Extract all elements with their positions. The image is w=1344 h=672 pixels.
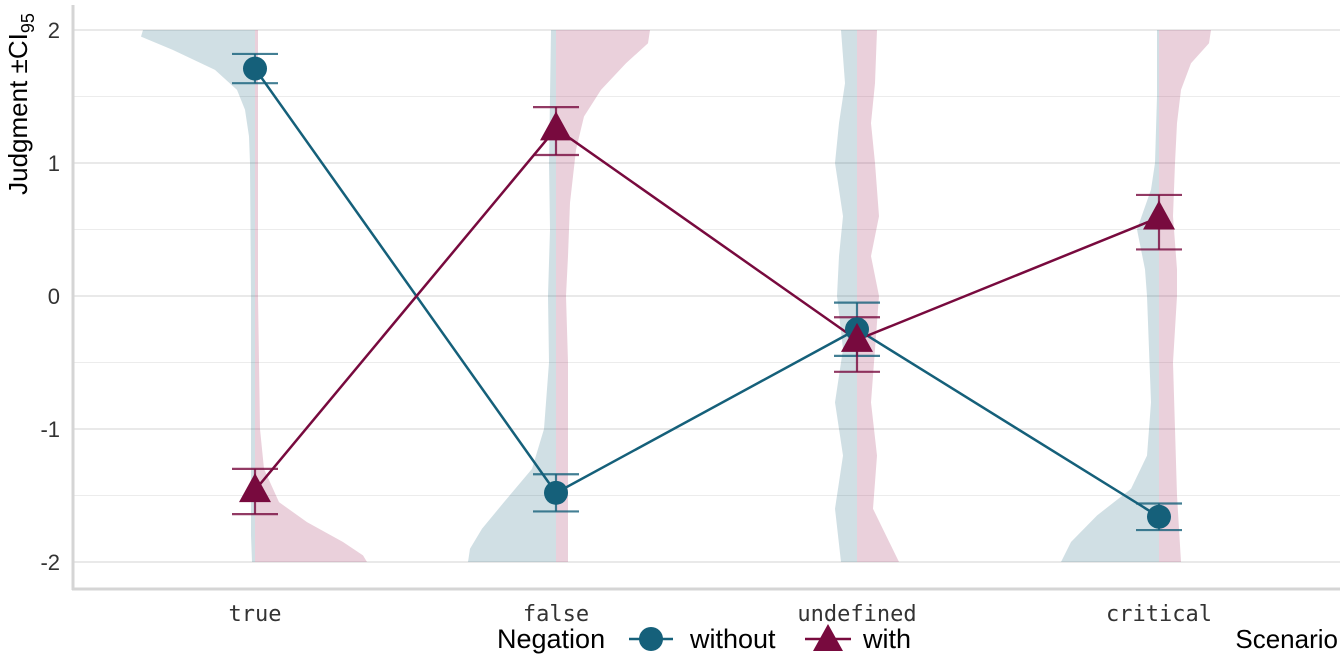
- series-lines: [253, 67, 1160, 518]
- y-tick-label: -1: [40, 417, 60, 442]
- y-tick-label: 0: [48, 284, 60, 309]
- violin-false-with: [556, 30, 650, 562]
- violin-true-with: [255, 30, 367, 562]
- legend-label-with: with: [862, 624, 911, 654]
- x-tick-label: false: [523, 602, 589, 627]
- data-points: [239, 56, 1175, 529]
- point-with: [841, 322, 873, 352]
- legend-label-without: without: [689, 624, 776, 654]
- violin-undefined-with: [857, 30, 899, 562]
- error-bars: [232, 52, 1182, 532]
- point-without: [243, 56, 267, 81]
- x-tick-labels: true false undefined critical: [229, 602, 1212, 627]
- gridlines: [74, 29, 1340, 563]
- violin-critical-with: [1159, 30, 1211, 562]
- violin-undefined-without: [835, 30, 857, 562]
- point-with: [540, 111, 572, 141]
- y-tick-label: 1: [48, 151, 60, 176]
- y-axis-title: Judgment ±CI95: [3, 13, 38, 195]
- series-line-without: [253, 67, 1160, 518]
- point-with: [1143, 200, 1175, 230]
- legend: Negation without with: [497, 624, 911, 654]
- x-tick-label: critical: [1106, 602, 1212, 627]
- violin-false-without: [468, 30, 556, 562]
- violin-critical-without: [1061, 30, 1159, 562]
- point-without: [1147, 504, 1171, 529]
- point-with: [239, 473, 271, 503]
- y-tick-labels: 2 1 0 -1 -2: [40, 18, 60, 575]
- legend-title: Negation: [497, 624, 605, 654]
- legend-marker-with: [813, 624, 843, 651]
- y-tick-label: 2: [48, 18, 60, 43]
- y-axis-title-main: Judgment ±CI: [3, 33, 33, 195]
- x-axis-title: Scenario: [1235, 624, 1338, 654]
- series-line-with: [254, 126, 1160, 491]
- y-axis-title-subscript: 95: [18, 13, 38, 33]
- x-tick-label: undefined: [797, 602, 916, 627]
- point-without: [544, 480, 568, 505]
- legend-marker-without: [639, 627, 663, 651]
- y-tick-label: -2: [40, 550, 60, 575]
- x-tick-label: true: [229, 602, 282, 627]
